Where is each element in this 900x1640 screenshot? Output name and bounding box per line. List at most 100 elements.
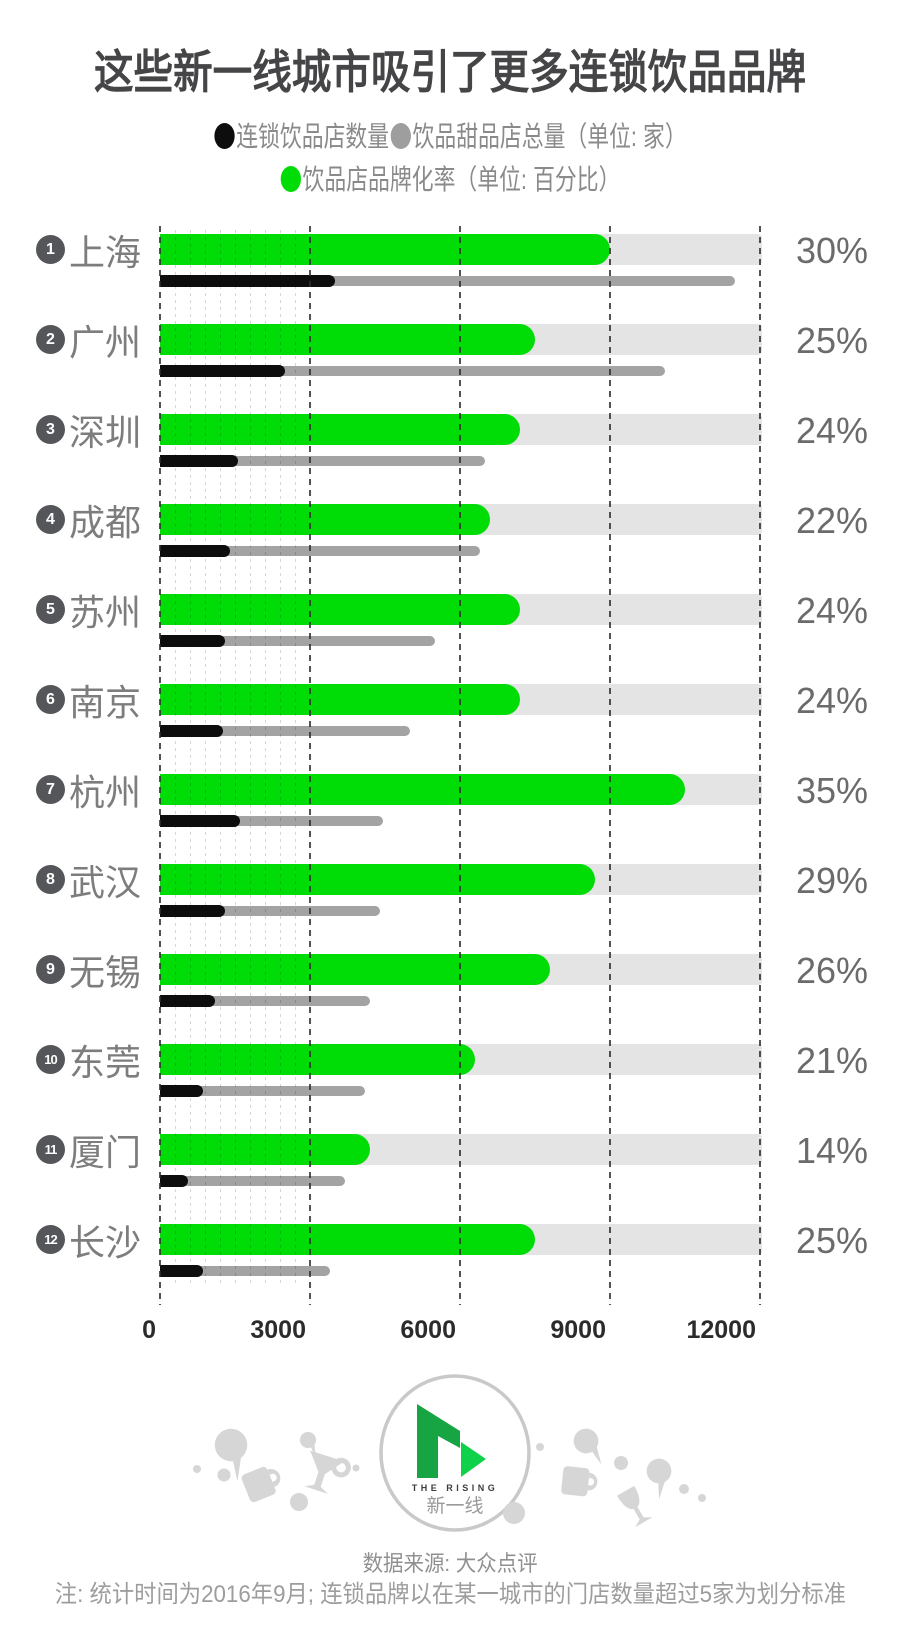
x-axis-tick-label: 12000 [686, 1316, 756, 1344]
chain-stores-bar [160, 635, 225, 647]
rank-badge: 6 [36, 685, 65, 714]
x-axis-tick-label: 3000 [250, 1316, 306, 1344]
city-name: 杭州 [69, 771, 142, 813]
minor-gridline [190, 230, 191, 1283]
rank-badge: 8 [36, 865, 65, 894]
row-city-label: 10 东莞 [36, 1042, 141, 1083]
rate-percent-label: 30% [796, 229, 869, 271]
total-stores-bar [160, 546, 480, 556]
rank-badge: 11 [36, 1135, 65, 1164]
row-city-label: 2 广州 [36, 322, 141, 363]
logo-dark-green-flag [417, 1404, 460, 1478]
rate-percent-label: 24% [796, 589, 869, 631]
rate-percent-label: 14% [796, 1129, 869, 1171]
mug-icon [560, 1465, 599, 1498]
total-stores-bar [160, 1266, 330, 1276]
rank-badge: 12 [36, 1225, 65, 1254]
rate-percent-label: 29% [796, 859, 869, 901]
minor-gridline [265, 230, 266, 1283]
logo-text-cn: 新一线 [426, 1495, 483, 1517]
rate-percent-label: 25% [796, 319, 869, 361]
rate-percent-label: 25% [796, 1219, 869, 1261]
city-name: 长沙 [69, 1221, 142, 1263]
bar-chart: 1 上海 30% 2 广州 25% 3 深圳 24% 4 成都 22% 5 苏州 24% 6 南京 24% 7 杭州 3… [36, 226, 869, 1344]
chain-stores-bar [160, 815, 240, 827]
dot-icon [698, 1494, 706, 1502]
total-stores-bar [160, 636, 435, 646]
chain-stores-bar [160, 275, 335, 287]
city-name: 厦门 [69, 1131, 142, 1173]
total-stores-bar [160, 816, 383, 826]
mug-icon [240, 1462, 286, 1504]
rate-percent-label: 35% [796, 769, 869, 811]
footnote: 注: 统计时间为2016年9月; 连锁品牌以在某一城市的门店数量超过5家为划分标… [54, 1581, 846, 1608]
chain-stores-bar [160, 1175, 188, 1187]
city-name: 东莞 [69, 1041, 142, 1083]
rank-badge: 7 [36, 775, 65, 804]
rate-percent-label: 21% [796, 1039, 869, 1081]
brand-rate-bar [160, 594, 520, 625]
brand-rate-dot-icon [280, 166, 302, 192]
legend-chain-count-label: 连锁饮品店数量 [236, 121, 390, 152]
chain-stores-bar [160, 995, 215, 1007]
city-name: 无锡 [69, 951, 142, 993]
row-city-label: 5 苏州 [36, 592, 141, 633]
row-city-label: 4 成都 [36, 502, 141, 543]
city-name: 广州 [69, 321, 142, 363]
rank-badge: 5 [36, 595, 65, 624]
legend-line-2: 饮品店品牌化率（单位: 百分比） [0, 158, 900, 198]
city-name: 成都 [69, 501, 142, 543]
row-city-label: 6 南京 [36, 682, 141, 723]
x-axis-tick-label: 0 [142, 1316, 156, 1344]
total-stores-bar [160, 276, 735, 286]
chain-stores-bar [160, 1085, 203, 1097]
logo-bright-green-flag [461, 1442, 486, 1477]
brand-rate-bar [160, 1224, 535, 1255]
row-city-label: 11 厦门 [36, 1132, 141, 1173]
droplet-icon [636, 1453, 682, 1500]
rank-badge: 10 [36, 1045, 65, 1074]
chain-stores-bar [160, 725, 223, 737]
row-city-label: 8 武汉 [36, 862, 141, 903]
data-source: 数据来源: 大众点评 [362, 1551, 538, 1576]
brand-rate-bar [160, 1134, 370, 1165]
total-stores-bar [160, 1086, 365, 1096]
brand-rate-bar [160, 864, 595, 895]
total-stores-bar [160, 906, 380, 916]
row-city-label: 12 长沙 [36, 1222, 141, 1263]
rate-percent-label: 26% [796, 949, 869, 991]
brand-rate-bar [160, 324, 535, 355]
rank-badge: 4 [36, 505, 65, 534]
legend-brand-rate-label: 饮品店品牌化率（单位: 百分比） [302, 164, 621, 195]
dot-icon [536, 1443, 544, 1451]
brand-rate-bar [160, 684, 520, 715]
dot-icon [193, 1465, 201, 1473]
minor-gridline [280, 230, 281, 1283]
city-name: 上海 [69, 231, 142, 273]
chain-stores-bar [160, 545, 230, 557]
cocktail-icon [299, 1450, 350, 1498]
chain-stores-bar [160, 455, 238, 467]
the-rising-logo: THE RISING 新一线 [379, 1374, 531, 1532]
chain-stores-bar [160, 905, 225, 917]
droplet-icon [569, 1426, 609, 1465]
drink-doodles [193, 1422, 706, 1528]
rank-badge: 9 [36, 955, 65, 984]
chain-stores-bar [160, 365, 285, 377]
legend-total-count-label: 饮品甜品店总量（单位: 家） [412, 121, 687, 152]
dot-icon [290, 1493, 308, 1511]
chain-stores-bar [160, 1265, 203, 1277]
minor-gridline [220, 230, 221, 1283]
brand-rate-bar [160, 1044, 475, 1075]
dot-icon [352, 1464, 360, 1472]
dot-icon [614, 1456, 628, 1470]
droplet-icon [295, 1429, 323, 1457]
row-city-label: 1 上海 [36, 232, 141, 273]
legend-line-1: 连锁饮品店数量 饮品甜品店总量（单位: 家） [0, 115, 900, 155]
rate-percent-label: 24% [796, 679, 869, 721]
dot-icon [503, 1502, 525, 1524]
minor-gridline [250, 230, 251, 1283]
brand-rate-bar [160, 234, 610, 265]
logo-text-en: THE RISING [412, 1483, 499, 1493]
